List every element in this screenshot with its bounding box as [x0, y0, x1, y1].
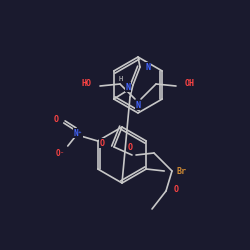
- Text: O⁻: O⁻: [55, 148, 64, 158]
- Text: H: H: [119, 76, 123, 82]
- Text: HO: HO: [81, 80, 91, 88]
- Text: O: O: [128, 142, 132, 152]
- Text: N⁺: N⁺: [73, 128, 83, 138]
- Text: N: N: [136, 100, 140, 110]
- Text: O: O: [53, 114, 58, 124]
- Text: N: N: [126, 82, 130, 92]
- Text: O: O: [174, 184, 178, 194]
- Text: OH: OH: [185, 80, 195, 88]
- Text: Br: Br: [176, 166, 186, 175]
- Text: N: N: [146, 62, 150, 72]
- Text: O: O: [100, 138, 104, 147]
